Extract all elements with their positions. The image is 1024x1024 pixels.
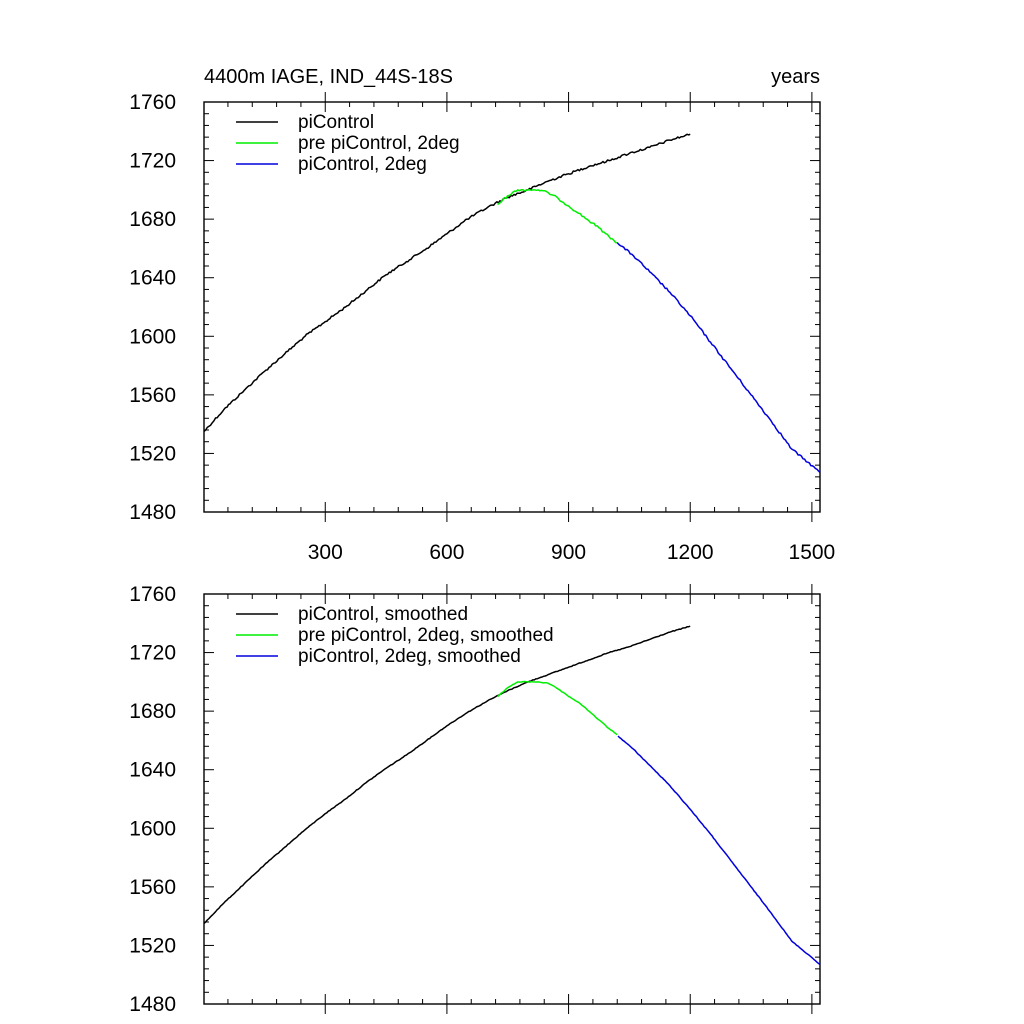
y-tick-label: 1480 — [129, 993, 176, 1016]
chart-title-right: years — [771, 66, 820, 88]
y-tick-label: 1600 — [129, 817, 176, 840]
series-line-0 — [203, 625, 691, 925]
panel-bottom: 1480 1520 1560 1600 1640 1680 1720 1760 piContr… — [129, 583, 821, 1016]
x-tick-label: 600 — [429, 541, 464, 564]
y-tick-label: 1560 — [129, 384, 176, 407]
series-line-1 — [497, 680, 618, 736]
y-tick-label: 1480 — [129, 501, 176, 524]
series-line-2 — [616, 242, 821, 474]
x-tick-label: 900 — [551, 541, 586, 564]
y-tick-label: 1720 — [129, 642, 176, 665]
legend-label: piControl, smoothed — [298, 604, 468, 625]
legend-label: piControl, 2deg — [298, 154, 427, 175]
plot-frame — [203, 101, 821, 513]
axis-ticks: 1480 1520 1560 1600 1640 1680 1720 1760 300 600 90… — [129, 91, 835, 564]
plot-frame — [203, 593, 821, 1005]
series-line-2 — [617, 735, 821, 966]
legend-label: piControl — [298, 112, 374, 133]
y-tick-label: 1760 — [129, 91, 176, 114]
legend-label: pre piControl, 2deg, smoothed — [298, 625, 554, 646]
y-tick-label: 1760 — [129, 583, 176, 606]
y-tick-label: 1720 — [129, 150, 176, 173]
legend-label: piControl, 2deg, smoothed — [298, 646, 521, 667]
y-tick-label: 1520 — [129, 442, 176, 465]
axis-ticks: 1480 1520 1560 1600 1640 1680 1720 1760 — [129, 583, 820, 1016]
panel-top: 4400m IAGE, IND_44S-18S years 1480 1520 15… — [129, 66, 835, 564]
series-line-0 — [203, 133, 691, 433]
x-tick-label: 1500 — [789, 541, 836, 564]
legend-label: pre piControl, 2deg — [298, 133, 460, 154]
series-line-1 — [497, 188, 618, 244]
chart-title-left: 4400m IAGE, IND_44S-18S — [204, 66, 453, 88]
y-tick-label: 1560 — [129, 876, 176, 899]
y-tick-label: 1520 — [129, 934, 176, 957]
y-tick-label: 1640 — [129, 759, 176, 782]
y-tick-label: 1680 — [129, 208, 176, 231]
series-lines — [203, 625, 821, 966]
y-tick-label: 1640 — [129, 267, 176, 290]
y-tick-label: 1680 — [129, 700, 176, 723]
x-tick-label: 300 — [308, 541, 343, 564]
x-tick-label: 1200 — [667, 541, 714, 564]
series-lines — [203, 133, 821, 474]
y-tick-label: 1600 — [129, 325, 176, 348]
